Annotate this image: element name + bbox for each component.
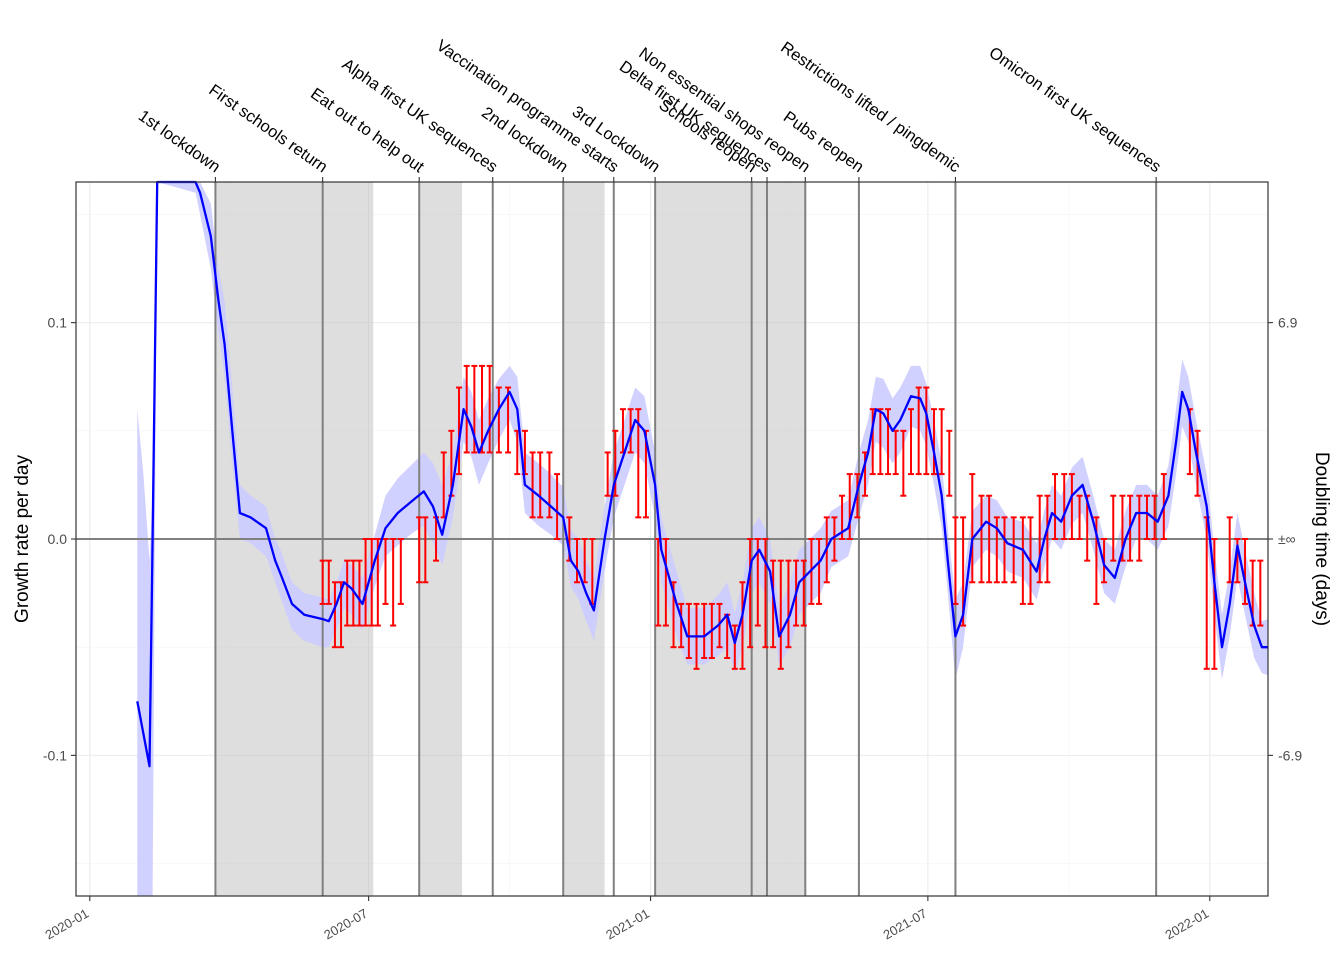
- y-tick-label: -0.1: [43, 747, 67, 763]
- errorbar: [923, 386, 930, 476]
- y-axis: 0.1 0.0 -0.1: [43, 315, 76, 763]
- errorbar: [662, 538, 669, 627]
- y-axis-label: Growth rate per day: [12, 455, 33, 623]
- y2-tick-label: ±∞: [1278, 531, 1296, 547]
- errorbar: [1036, 494, 1043, 584]
- errorbar: [319, 559, 326, 605]
- errorbar: [946, 429, 953, 497]
- y2-tick-label: -6.9: [1278, 747, 1302, 763]
- errorbar: [1143, 494, 1150, 540]
- errorbar: [356, 559, 363, 627]
- errorbar: [785, 559, 792, 649]
- errorbar: [486, 364, 493, 454]
- errorbar: [1061, 473, 1068, 540]
- errorbar: [1068, 473, 1075, 540]
- errorbar: [1010, 516, 1017, 584]
- errorbar: [382, 538, 389, 605]
- errorbar: [344, 559, 351, 627]
- errorbar: [574, 538, 581, 584]
- errorbar: [1019, 516, 1026, 605]
- errorbar: [952, 516, 959, 605]
- errorbar: [604, 451, 611, 497]
- errorbar: [362, 538, 369, 627]
- errorbar: [1242, 538, 1249, 605]
- errorbar: [777, 559, 784, 670]
- errorbar: [678, 602, 685, 649]
- errorbar: [877, 408, 884, 476]
- errorbar: [908, 408, 915, 476]
- errorbar: [831, 516, 838, 562]
- errorbar: [969, 473, 976, 584]
- errorbar: [331, 581, 338, 649]
- errorbar: [731, 624, 738, 670]
- errorbar: [800, 559, 807, 627]
- errorbar: [685, 602, 692, 659]
- errorbar: [495, 386, 502, 454]
- errorbar: [422, 516, 429, 584]
- errorbar: [612, 429, 619, 497]
- errorbar: [325, 559, 332, 605]
- errorbar: [1001, 516, 1008, 584]
- errorbar: [1211, 538, 1218, 670]
- errorbar: [505, 386, 512, 454]
- errorbar: [701, 602, 708, 659]
- errorbar: [915, 386, 922, 476]
- errorbar: [747, 538, 754, 649]
- errorbar: [529, 451, 536, 519]
- errorbar: [739, 581, 746, 670]
- errorbar: [938, 408, 945, 476]
- y-tick-label: 0.1: [48, 315, 68, 331]
- errorbar: [537, 451, 544, 519]
- errorbar: [816, 538, 823, 605]
- errorbar: [1110, 494, 1117, 562]
- errorbar: [368, 538, 375, 627]
- y2-axis: 6.9 ±∞ -6.9: [1268, 315, 1302, 763]
- errorbar: [463, 364, 470, 454]
- errorbar: [635, 408, 642, 519]
- y2-tick-label: 6.9: [1278, 315, 1298, 331]
- errorbar: [1076, 494, 1083, 540]
- errorbar: [986, 494, 993, 584]
- errorbar: [554, 473, 561, 540]
- errorbar: [900, 429, 907, 497]
- errorbar: [1136, 494, 1143, 562]
- errorbar: [350, 559, 357, 627]
- errorbar: [1052, 473, 1059, 540]
- errorbar: [846, 473, 853, 540]
- errorbar: [397, 538, 404, 605]
- errorbar: [1257, 559, 1264, 627]
- growth-rate-line: [136, 180, 1268, 768]
- errorbar: [770, 559, 777, 649]
- errorbar: [390, 538, 397, 627]
- errorbar: [930, 408, 937, 476]
- errorbar: [1151, 494, 1158, 540]
- errorbar: [456, 386, 463, 476]
- y-tick-label: 0.0: [48, 531, 68, 547]
- errorbar: [716, 602, 723, 649]
- errorbar: [762, 538, 769, 649]
- errorbar: [416, 516, 423, 584]
- growth-rate-series-line: [136, 180, 1268, 768]
- y2-axis-label: Doubling time (days): [1311, 452, 1332, 626]
- errorbar: [1044, 494, 1051, 584]
- errorbar: [978, 494, 985, 584]
